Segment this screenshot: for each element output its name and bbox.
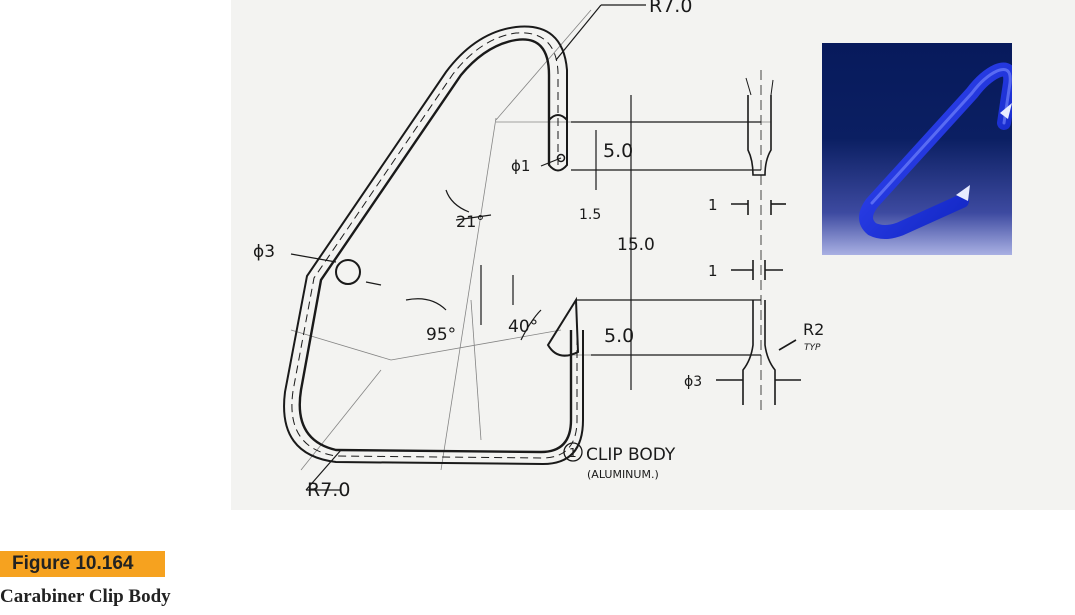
- label-fillet: R2: [803, 320, 824, 339]
- label-dim-bottom-gap: 5.0: [604, 325, 634, 347]
- label-radius-bottom: R7.0: [307, 479, 350, 501]
- label-angle-95: 95°: [426, 325, 456, 345]
- label-angle-40: 40°: [508, 317, 538, 337]
- callout-circle: [563, 442, 583, 462]
- sketch-drawing: R7.0 R7.0 5.0 15.0 5.0 ϕ1 1.5 ϕ3 21° 95°…: [253, 0, 824, 501]
- label-hole-diameter: ϕ1: [511, 157, 530, 175]
- callout-title: CLIP BODY: [586, 445, 676, 465]
- construction-lines: [290, 9, 771, 471]
- label-fillet-note: TYP: [804, 343, 821, 353]
- label-radius-top: R7.0: [649, 0, 692, 17]
- side-profile: [716, 70, 801, 410]
- label-dim-top-gap: 5.0: [603, 140, 633, 162]
- label-hole-offset: 1.5: [579, 207, 601, 223]
- label-tip-top: 1: [708, 196, 718, 214]
- figure-label: Figure 10.164: [0, 551, 165, 577]
- label-tip-bottom: 1: [708, 262, 718, 280]
- label-dim-mid: 15.0: [617, 235, 655, 255]
- callout-material: (ALUMINUM.): [587, 468, 659, 481]
- dimension-lines: [290, 4, 761, 491]
- callout-number: 1: [569, 446, 577, 460]
- label-angle-21: 21°: [456, 212, 484, 231]
- figure-caption: Carabiner Clip Body: [0, 586, 171, 607]
- carabiner-3d-render: [859, 62, 1018, 239]
- clip-body-outline: [283, 25, 584, 466]
- label-rod-diameter: ϕ3: [253, 242, 275, 262]
- cad-render-view: [822, 43, 1018, 255]
- label-shaft-diameter: ϕ3: [684, 374, 702, 390]
